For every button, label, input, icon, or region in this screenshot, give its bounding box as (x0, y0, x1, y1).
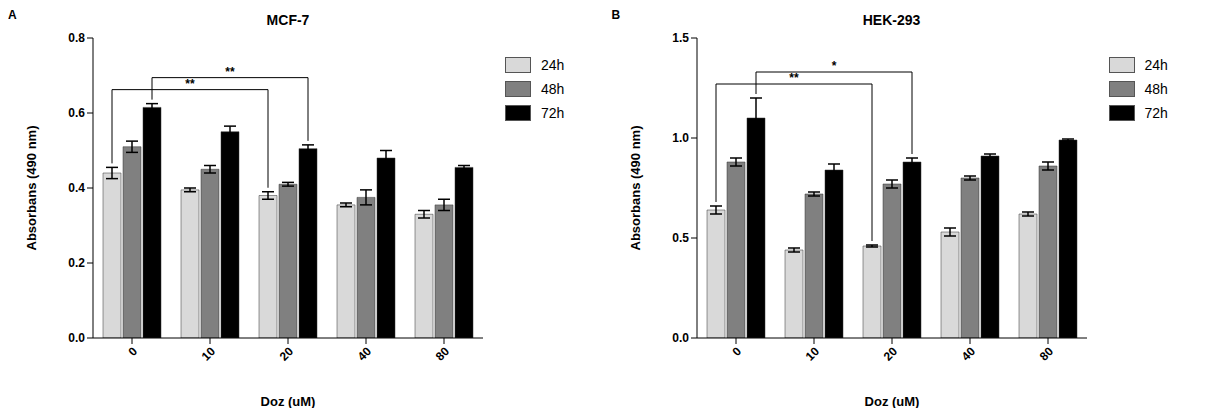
svg-text:10: 10 (802, 344, 822, 364)
html-text:B: B (611, 8, 621, 22)
svg-text:Absorbans (490 nm): Absorbans (490 nm) (627, 126, 642, 251)
html-text:24h: 24h (1144, 57, 1168, 73)
svg-text:0.6: 0.6 (68, 106, 85, 120)
svg-text:80: 80 (1036, 344, 1056, 364)
svg-text:0: 0 (729, 344, 744, 359)
svg-text:Doz (uM): Doz (uM) (864, 394, 919, 408)
svg-text:10: 10 (199, 344, 219, 364)
svg-text:40: 40 (355, 344, 375, 364)
svg-text:0.0: 0.0 (68, 331, 85, 345)
html-text:72h: 72h (1144, 105, 1168, 121)
svg-text:0.4: 0.4 (68, 181, 85, 195)
svg-text:40: 40 (958, 344, 978, 364)
svg-text:20: 20 (880, 344, 900, 364)
svg-text:20: 20 (277, 344, 297, 364)
svg-text:0.8: 0.8 (68, 31, 85, 45)
svg-text:0.2: 0.2 (68, 256, 85, 270)
svg-text:**: ** (225, 65, 235, 79)
svg-text:*: * (831, 59, 836, 73)
svg-text:**: ** (185, 77, 195, 91)
html-text:HEK-293: HEK-293 (862, 12, 921, 28)
html-text:MCF-7: MCF-7 (266, 12, 310, 28)
svg-text:0: 0 (126, 344, 141, 359)
html-text:A: A (8, 8, 17, 22)
svg-text:**: ** (789, 71, 799, 85)
html-text:48h: 48h (1144, 81, 1168, 97)
svg-text:Doz (uM): Doz (uM) (261, 394, 316, 408)
svg-text:0.0: 0.0 (672, 331, 689, 345)
html-text:72h: 72h (541, 105, 565, 121)
html-text:24h: 24h (541, 57, 565, 73)
svg-text:80: 80 (433, 344, 453, 364)
svg-text:0.5: 0.5 (672, 231, 689, 245)
svg-text:1.0: 1.0 (672, 131, 689, 145)
svg-text:Absorbans (490 nm): Absorbans (490 nm) (24, 126, 39, 251)
svg-text:1.5: 1.5 (672, 31, 689, 45)
html-text:48h: 48h (541, 81, 565, 97)
